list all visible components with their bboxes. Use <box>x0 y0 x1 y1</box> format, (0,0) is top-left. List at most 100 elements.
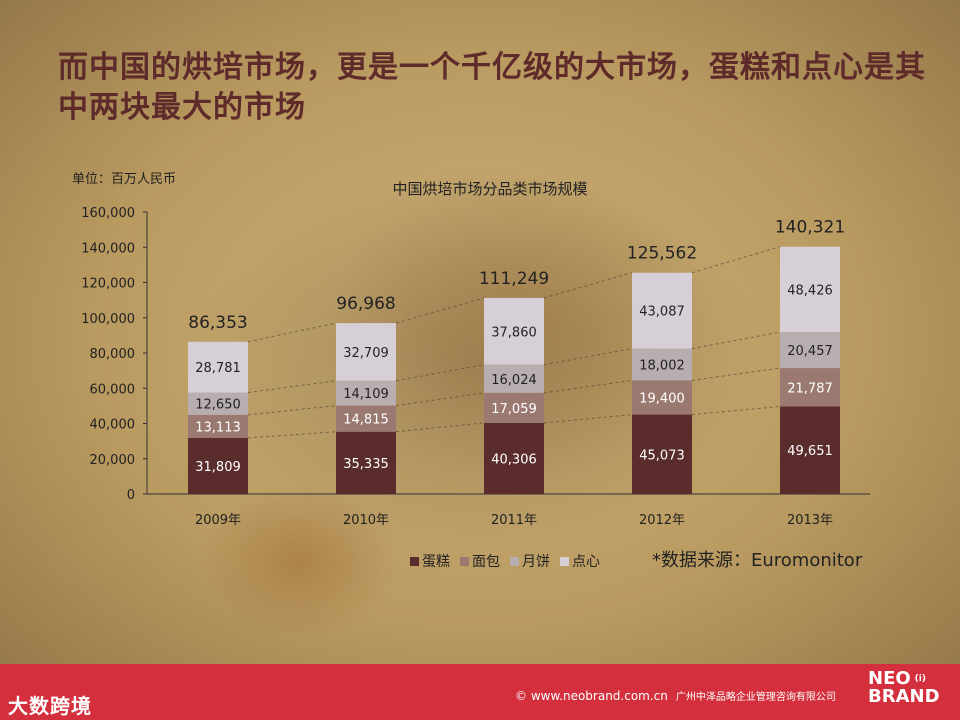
data-label: 18,002 <box>639 359 685 374</box>
bar-segment <box>780 406 840 494</box>
chart-title: 中国烘培市场分品类市场规模 <box>392 180 588 198</box>
series-connector <box>247 431 337 439</box>
y-tick-label: 120,000 <box>81 277 135 292</box>
neobrand-logo: NEO (i) BRAND <box>868 670 940 706</box>
series-connector <box>395 422 485 433</box>
y-tick-label: 40,000 <box>90 418 136 433</box>
data-label: 19,400 <box>639 391 685 406</box>
brand-bottom: BRAND <box>868 686 940 707</box>
y-tick-label: 160,000 <box>81 206 135 221</box>
bar-segment <box>188 437 248 494</box>
series-connector <box>691 405 781 416</box>
legend-swatch <box>410 556 419 566</box>
bar-segment <box>780 368 840 407</box>
total-label: 125,562 <box>627 244 697 264</box>
y-tick-label: 0 <box>127 488 135 503</box>
data-label: 49,651 <box>787 444 833 459</box>
bar-segment <box>632 272 692 349</box>
bar-segment <box>780 332 840 369</box>
series-connector <box>543 272 633 299</box>
bar-segment <box>188 414 248 438</box>
bar-segment <box>336 380 396 406</box>
data-label: 16,024 <box>491 373 537 388</box>
data-label: 12,650 <box>195 398 241 413</box>
bar-segment <box>484 297 544 365</box>
series-connector <box>247 322 337 343</box>
data-label: 37,860 <box>491 325 537 340</box>
data-label: 31,809 <box>195 460 241 475</box>
series-connector <box>543 379 633 394</box>
data-label: 48,426 <box>787 283 833 298</box>
legend-item: 面包 <box>460 551 500 571</box>
data-label: 43,087 <box>639 305 685 320</box>
source-note: *数据来源：Euromonitor <box>652 550 863 571</box>
series-connector <box>543 348 633 366</box>
legend-item: 月饼 <box>510 551 550 571</box>
legend-label: 面包 <box>472 554 500 570</box>
bar-segment <box>484 422 544 494</box>
series-connector <box>691 246 781 274</box>
brand-mark: (i) <box>914 674 926 684</box>
page-title: 而中国的烘培市场，更是一个千亿级的大市场，蛋糕和点心是其中两块最大的市场 <box>58 50 926 125</box>
legend-label: 月饼 <box>522 554 550 570</box>
series-connector <box>247 380 337 394</box>
bar-segment <box>336 405 396 432</box>
x-tick-label: 2013年 <box>787 513 833 528</box>
x-tick-label: 2010年 <box>343 513 389 528</box>
series-connector <box>395 392 485 407</box>
series-connector <box>543 414 633 424</box>
total-label: 86,353 <box>188 313 247 333</box>
series-connector <box>395 297 485 324</box>
bar-segment <box>484 364 544 393</box>
data-label: 28,781 <box>195 361 241 376</box>
total-label: 111,249 <box>479 269 549 289</box>
series-connector <box>247 405 337 416</box>
legend-item: 蛋糕 <box>410 551 450 571</box>
bar-segment <box>780 246 840 333</box>
legend-swatch <box>510 556 519 566</box>
bar-segment <box>336 431 396 494</box>
y-tick-label: 80,000 <box>90 347 136 362</box>
bar-segment <box>632 380 692 415</box>
bar-segment <box>188 392 248 415</box>
legend-item: 点心 <box>560 551 600 571</box>
data-label: 13,113 <box>195 420 241 435</box>
data-label: 21,787 <box>787 381 833 396</box>
bar-segment <box>632 348 692 381</box>
footer-company: 广州中泽品略企业管理咨询有限公司 <box>675 692 836 703</box>
series-connector <box>691 331 781 350</box>
y-tick-label: 100,000 <box>81 312 135 327</box>
unit-label: 单位：百万人民币 <box>72 172 177 187</box>
data-label: 14,815 <box>343 413 389 428</box>
data-label: 45,073 <box>639 448 685 463</box>
series-connector <box>395 364 485 382</box>
y-tick-label: 140,000 <box>81 241 135 256</box>
data-label: 17,059 <box>491 402 537 417</box>
legend-label: 点心 <box>572 554 600 570</box>
bar-segment <box>632 414 692 494</box>
footer-left-logo: 大数跨境 <box>8 694 92 718</box>
data-label: 20,457 <box>787 344 833 359</box>
bar-segment <box>336 323 396 381</box>
series-connector <box>691 367 781 381</box>
data-label: 40,306 <box>491 452 537 467</box>
legend-label: 蛋糕 <box>422 554 450 570</box>
chart-legend: 蛋糕 面包 月饼 点心 <box>410 551 600 571</box>
bar-segment <box>188 341 248 393</box>
total-label: 140,321 <box>775 218 845 238</box>
total-label: 96,968 <box>336 294 395 314</box>
data-label: 14,109 <box>343 387 389 402</box>
x-tick-label: 2009年 <box>195 513 241 528</box>
legend-swatch <box>460 556 469 566</box>
brand-top: NEO <box>868 668 911 689</box>
x-tick-label: 2011年 <box>491 513 537 528</box>
footer-copyright: © www.neobrand.com.cn <box>515 689 668 703</box>
bar-segment <box>484 392 544 423</box>
data-label: 35,335 <box>343 457 389 472</box>
legend-swatch <box>560 556 569 566</box>
footer-bar: 大数跨境 © www.neobrand.com.cn 广州中泽品略企业管理咨询有限… <box>0 664 960 720</box>
y-tick-label: 20,000 <box>90 453 136 468</box>
y-tick-label: 60,000 <box>90 382 136 397</box>
data-label: 32,709 <box>343 346 389 361</box>
